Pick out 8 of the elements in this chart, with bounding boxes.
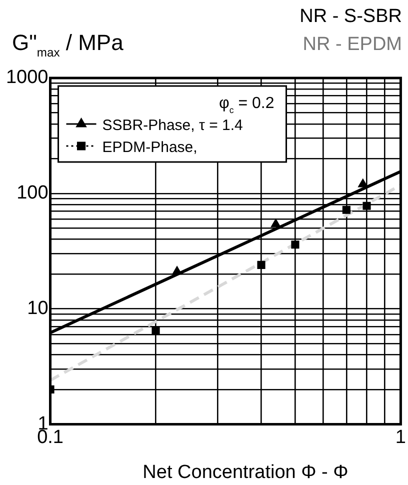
chart-title: NR - S-SBR	[300, 6, 402, 27]
y-tick-label: 10	[27, 298, 48, 320]
legend-label: EPDM-Phase,	[102, 139, 198, 156]
legend-label: SSBR-Phase, τ = 1.4	[102, 117, 243, 134]
y-tick-label: 1000	[6, 67, 48, 88]
chart-subtitle: NR - EPDM	[302, 34, 402, 55]
x-axis-title: Net Concentration Φ - Φ	[142, 462, 348, 483]
y-tick-label: 100	[16, 182, 48, 204]
